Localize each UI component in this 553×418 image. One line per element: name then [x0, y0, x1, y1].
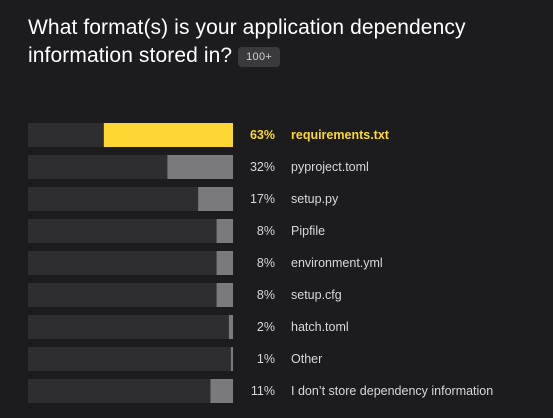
value-label: 32%: [250, 160, 275, 174]
value-label: 8%: [257, 256, 275, 270]
category-label: Pipfile: [291, 224, 325, 238]
category-label: environment.yml: [291, 256, 383, 270]
bar-track: [28, 347, 233, 371]
value-label: 11%: [251, 384, 275, 398]
bar-track: [28, 315, 233, 339]
bar: [198, 187, 233, 211]
question-title-text: What format(s) is your application depen…: [28, 16, 466, 67]
value-label: 8%: [257, 288, 275, 302]
value-label: 8%: [257, 224, 275, 238]
category-label: setup.cfg: [291, 288, 342, 302]
bar: [216, 219, 233, 243]
value-label: 2%: [257, 320, 275, 334]
bar: [167, 155, 233, 179]
category-label: Other: [291, 352, 322, 366]
value-label: 1%: [257, 352, 275, 366]
category-label: hatch.toml: [291, 320, 349, 334]
category-label: pyproject.toml: [291, 160, 369, 174]
question-header: What format(s) is your application depen…: [28, 14, 538, 70]
category-label: I don’t store dependency information: [291, 384, 493, 398]
bar: [228, 315, 233, 339]
value-label: 63%: [250, 128, 275, 142]
bar: [216, 283, 233, 307]
bar-track: [28, 251, 233, 275]
bar-track: [28, 283, 233, 307]
bar-track: [28, 379, 233, 403]
question-title: What format(s) is your application depen…: [28, 14, 538, 70]
bar: [216, 251, 233, 275]
value-label: 17%: [250, 192, 275, 206]
category-label: setup.py: [291, 192, 339, 206]
bar-track: [28, 219, 233, 243]
response-count-badge: 100+: [238, 47, 281, 67]
category-label: requirements.txt: [291, 128, 390, 142]
bar: [230, 347, 233, 371]
bar: [103, 123, 233, 147]
bar: [210, 379, 233, 403]
